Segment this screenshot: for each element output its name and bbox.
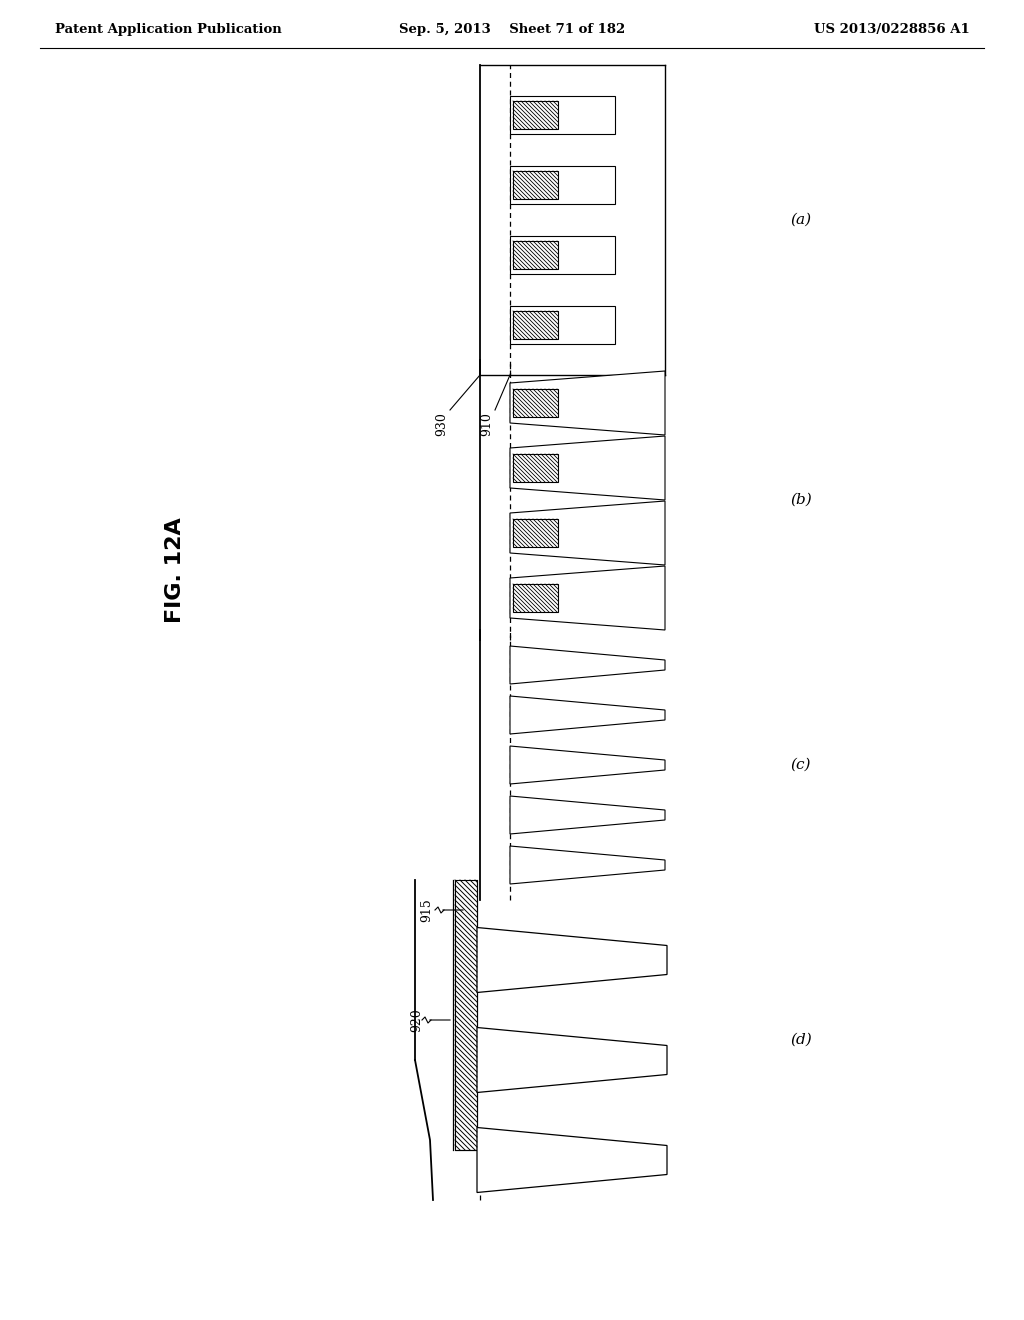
Bar bbox=[513, 242, 558, 269]
Bar bbox=[513, 172, 558, 199]
Text: 930: 930 bbox=[435, 412, 449, 436]
Polygon shape bbox=[510, 796, 665, 834]
Bar bbox=[513, 519, 558, 546]
Polygon shape bbox=[477, 1127, 667, 1192]
Text: US 2013/0228856 A1: US 2013/0228856 A1 bbox=[814, 24, 970, 37]
Polygon shape bbox=[510, 502, 665, 565]
Text: Sep. 5, 2013    Sheet 71 of 182: Sep. 5, 2013 Sheet 71 of 182 bbox=[399, 24, 625, 37]
Text: 920: 920 bbox=[410, 1008, 423, 1032]
Bar bbox=[455, 880, 477, 1150]
Bar bbox=[513, 312, 558, 339]
Text: Patent Application Publication: Patent Application Publication bbox=[55, 24, 282, 37]
Bar bbox=[510, 236, 615, 275]
Text: (d): (d) bbox=[790, 1034, 812, 1047]
Polygon shape bbox=[510, 746, 665, 784]
Bar bbox=[513, 454, 558, 482]
Bar bbox=[513, 102, 558, 129]
Polygon shape bbox=[510, 566, 665, 630]
Text: (c): (c) bbox=[790, 758, 811, 772]
Bar bbox=[513, 389, 558, 417]
Text: 915: 915 bbox=[420, 898, 433, 921]
Polygon shape bbox=[510, 696, 665, 734]
Bar bbox=[510, 166, 615, 205]
Polygon shape bbox=[510, 645, 665, 684]
Polygon shape bbox=[510, 371, 665, 436]
Polygon shape bbox=[477, 928, 667, 993]
Text: FIG. 12A: FIG. 12A bbox=[165, 517, 185, 623]
Bar bbox=[510, 306, 615, 345]
Polygon shape bbox=[477, 1027, 667, 1093]
Polygon shape bbox=[510, 846, 665, 884]
Bar bbox=[513, 583, 558, 612]
Text: (b): (b) bbox=[790, 492, 812, 507]
Text: 910: 910 bbox=[480, 412, 493, 436]
Text: (a): (a) bbox=[790, 213, 811, 227]
Polygon shape bbox=[510, 436, 665, 500]
Bar bbox=[510, 96, 615, 135]
